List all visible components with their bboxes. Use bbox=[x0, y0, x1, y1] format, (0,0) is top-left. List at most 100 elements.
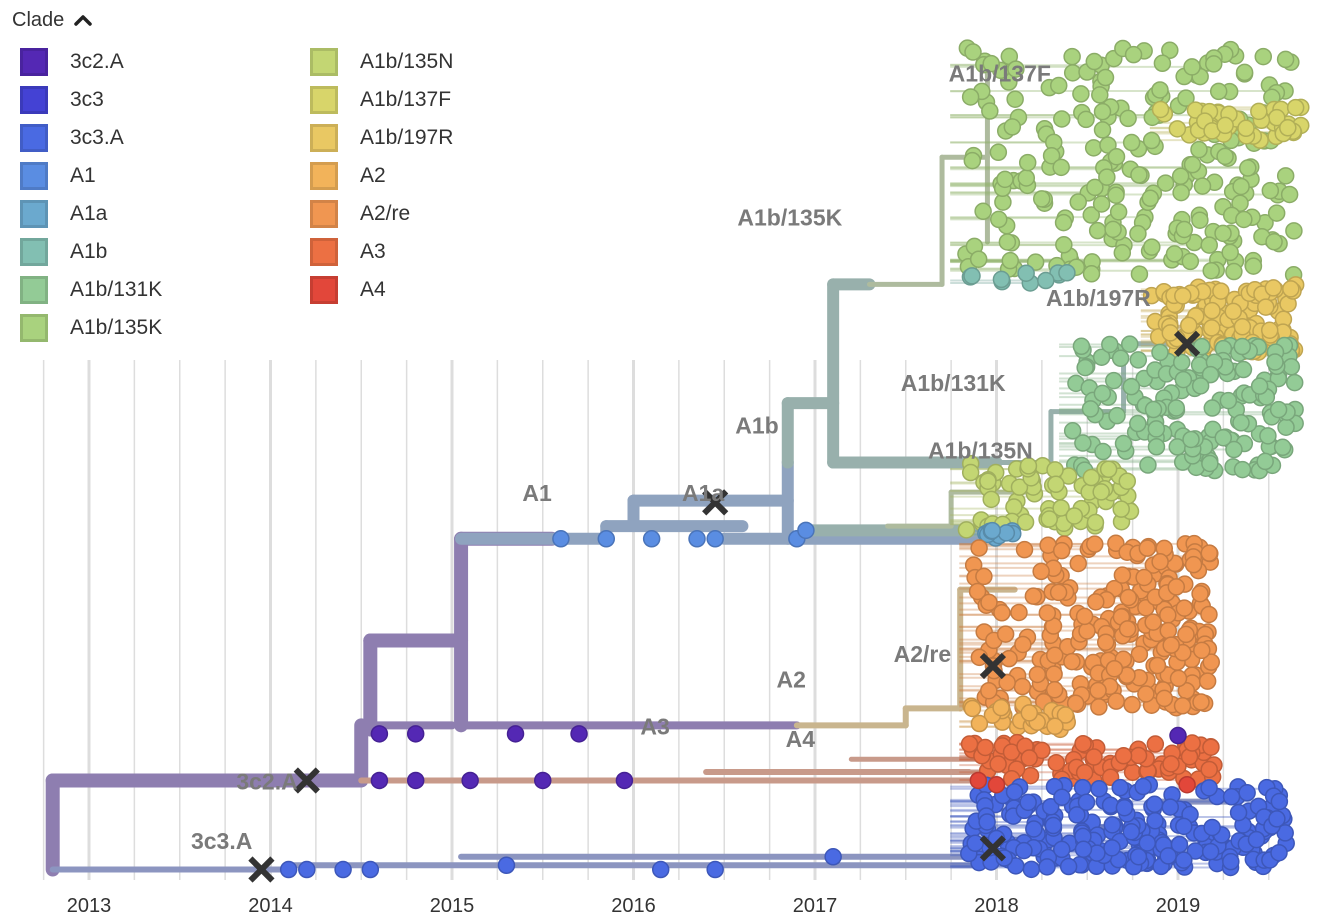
tip-node bbox=[497, 856, 516, 875]
tip-node bbox=[1129, 224, 1147, 243]
tip-node bbox=[1129, 847, 1148, 866]
tip-node bbox=[982, 490, 1000, 509]
tip-node bbox=[1191, 211, 1209, 229]
tip-node bbox=[1066, 694, 1085, 712]
tip-node bbox=[1082, 468, 1101, 487]
tip-node bbox=[1233, 318, 1252, 336]
tip-node bbox=[1038, 858, 1056, 876]
tip-node bbox=[1092, 348, 1111, 366]
tip-node bbox=[974, 202, 992, 221]
tip-node bbox=[1026, 253, 1045, 271]
tip-node bbox=[980, 681, 998, 700]
tip-node bbox=[1101, 335, 1119, 354]
tip-node bbox=[1103, 816, 1122, 834]
tip-node bbox=[1094, 442, 1112, 461]
tip-node bbox=[1111, 349, 1130, 368]
tip-node bbox=[1085, 748, 1103, 766]
legend-swatch bbox=[20, 124, 48, 152]
tip-node bbox=[1107, 147, 1126, 166]
tip-node bbox=[597, 530, 616, 548]
tip-node bbox=[1114, 434, 1133, 453]
tip-node bbox=[1103, 839, 1121, 857]
tip-node bbox=[1073, 778, 1092, 797]
tip-node bbox=[1115, 798, 1134, 817]
tip-node bbox=[998, 673, 1016, 692]
tip-node bbox=[1151, 100, 1170, 119]
legend-item[interactable]: A3 bbox=[310, 235, 386, 269]
tip-node bbox=[642, 530, 661, 548]
tip-node bbox=[1142, 131, 1161, 150]
tip-node bbox=[1085, 52, 1104, 71]
tip-node bbox=[1081, 400, 1100, 418]
tip-node bbox=[1170, 835, 1189, 854]
tip-node bbox=[1204, 55, 1223, 73]
tip-node bbox=[1069, 193, 1087, 211]
legend-item[interactable]: A1b/131K bbox=[20, 273, 162, 307]
tip-node bbox=[992, 698, 1010, 717]
legend-item[interactable]: A1b bbox=[20, 235, 107, 269]
tip-node bbox=[1159, 606, 1177, 624]
x-stroke bbox=[248, 856, 275, 883]
tip-node bbox=[1020, 749, 1038, 767]
tip-node bbox=[1063, 652, 1081, 671]
tip-node bbox=[987, 775, 1006, 794]
legend-label: 3c2.A bbox=[70, 50, 124, 73]
tip-node bbox=[1093, 121, 1112, 139]
tip-node bbox=[797, 521, 815, 540]
tip-node bbox=[1201, 454, 1219, 473]
tip-node bbox=[1028, 665, 1047, 684]
tip-node bbox=[1129, 746, 1148, 765]
tip-node bbox=[996, 625, 1015, 643]
tip-node bbox=[1113, 244, 1132, 262]
tip-node bbox=[961, 463, 980, 482]
legend-swatch bbox=[20, 86, 48, 114]
tip-node bbox=[998, 233, 1017, 251]
tip-node bbox=[989, 755, 1007, 773]
clade-label: A1b/197R bbox=[1046, 285, 1151, 311]
legend-label: A4 bbox=[360, 278, 386, 301]
tip-node bbox=[1165, 245, 1184, 263]
tip-node bbox=[981, 102, 999, 120]
tip-node bbox=[970, 539, 988, 557]
legend-label: A1b/197R bbox=[360, 126, 454, 149]
legend-item[interactable]: A1b/135K bbox=[20, 311, 162, 345]
tip-node bbox=[1105, 659, 1124, 678]
mutation-x-icon bbox=[248, 856, 275, 883]
legend-item[interactable]: 3c2.A bbox=[20, 45, 124, 79]
tip-node bbox=[1174, 287, 1192, 305]
legend-item[interactable]: 3c3 bbox=[20, 83, 104, 117]
legend-item[interactable]: A1 bbox=[20, 159, 96, 193]
legend-item[interactable]: A1b/197R bbox=[310, 121, 453, 155]
tip-node bbox=[1122, 823, 1141, 841]
tip-node bbox=[1055, 236, 1073, 254]
legend-item[interactable]: A1b/135N bbox=[310, 45, 453, 79]
tip-node bbox=[964, 43, 982, 61]
tip-node bbox=[1086, 535, 1104, 553]
legend-item[interactable]: A1b/137F bbox=[310, 83, 451, 117]
tip-node bbox=[1084, 139, 1103, 157]
tip-node bbox=[1074, 434, 1092, 452]
tip-node bbox=[1276, 50, 1295, 69]
tip-node bbox=[1022, 860, 1041, 879]
tip-node bbox=[1182, 430, 1200, 449]
tip-node bbox=[1201, 365, 1220, 384]
legend-item[interactable]: 3c3.A bbox=[20, 121, 124, 155]
legend-item[interactable]: A4 bbox=[310, 273, 386, 307]
tip-node bbox=[1256, 452, 1274, 471]
legend-item[interactable]: A1a bbox=[20, 197, 107, 231]
legend-item[interactable]: A2/re bbox=[310, 197, 410, 231]
tip-node bbox=[1138, 834, 1157, 852]
tip-node bbox=[957, 521, 976, 539]
tip-node bbox=[1015, 841, 1033, 860]
tip-node bbox=[1099, 460, 1118, 479]
tip-node bbox=[1167, 399, 1186, 417]
tip-node bbox=[1119, 588, 1138, 607]
tip-node bbox=[1078, 622, 1096, 640]
legend-item[interactable]: A2 bbox=[310, 159, 386, 193]
tip-node bbox=[1261, 181, 1280, 200]
legend-toggle[interactable]: Clade bbox=[12, 6, 94, 34]
tip-node bbox=[1107, 186, 1125, 204]
tip-node bbox=[1005, 783, 1024, 801]
tip-node bbox=[1112, 500, 1130, 518]
tip-node bbox=[1201, 842, 1220, 861]
